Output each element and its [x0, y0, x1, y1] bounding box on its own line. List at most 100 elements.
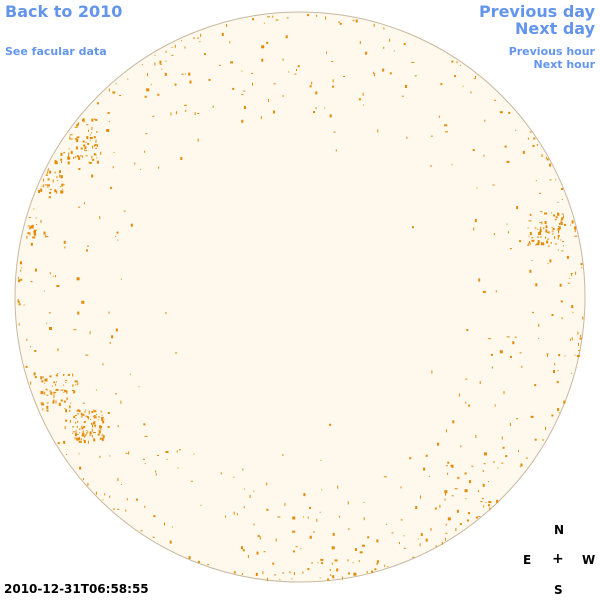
facular-point	[543, 243, 545, 245]
previous-day-link[interactable]: Previous day	[478, 2, 595, 21]
facular-point	[525, 457, 528, 459]
facular-point	[86, 249, 88, 252]
facular-point	[70, 150, 73, 154]
facular-point	[576, 354, 580, 357]
facular-point	[97, 419, 99, 421]
facular-point	[64, 408, 66, 409]
facular-point	[556, 381, 559, 383]
facular-point	[496, 499, 499, 503]
facular-point	[17, 299, 19, 302]
facular-point	[93, 136, 96, 139]
facular-point	[571, 273, 573, 277]
facular-point	[49, 375, 52, 378]
facular-point	[332, 85, 335, 88]
facular-point	[251, 72, 254, 74]
facular-point	[456, 509, 459, 513]
facular-point	[554, 219, 557, 221]
facular-point	[363, 104, 364, 106]
facular-point	[18, 279, 21, 283]
facular-point	[293, 550, 295, 553]
facular-point	[473, 227, 475, 231]
facular-point	[338, 21, 340, 24]
facular-point	[409, 457, 412, 460]
facular-point	[85, 354, 89, 356]
facular-point	[30, 381, 32, 385]
facular-point	[580, 334, 582, 337]
facular-point	[114, 393, 117, 395]
facular-point	[286, 17, 289, 19]
next-hour-link[interactable]: Next hour	[533, 58, 596, 71]
previous-hour-link[interactable]: Previous hour	[508, 45, 595, 58]
facular-point	[475, 75, 476, 79]
see-facular-data-link[interactable]: See facular data	[5, 45, 107, 58]
facular-point	[337, 485, 339, 489]
facular-point	[110, 186, 113, 189]
facular-point	[112, 166, 114, 169]
facular-point	[140, 530, 143, 532]
facular-point	[60, 399, 63, 402]
facular-point	[113, 508, 115, 510]
facular-point	[229, 41, 231, 44]
facular-point	[425, 538, 428, 542]
facular-point	[514, 336, 517, 338]
facular-point	[197, 560, 200, 563]
facular-point	[462, 85, 464, 87]
facular-point	[249, 495, 251, 498]
facular-point	[152, 536, 155, 538]
facular-point	[529, 213, 531, 216]
facular-point	[478, 278, 481, 282]
facular-point	[445, 429, 447, 433]
facular-point	[564, 223, 566, 226]
facular-point	[333, 131, 336, 133]
facular-point	[527, 244, 529, 246]
facular-point	[94, 410, 97, 413]
facular-point	[184, 46, 186, 49]
facular-point	[82, 432, 85, 435]
facular-point	[445, 523, 447, 526]
facular-point	[578, 350, 580, 351]
facular-point	[230, 61, 234, 64]
back-to-year-link[interactable]: Back to 2010	[5, 2, 123, 21]
facular-point	[284, 502, 286, 506]
facular-point	[374, 568, 377, 571]
facular-point	[503, 391, 505, 395]
facular-point	[86, 432, 88, 435]
facular-point	[85, 141, 87, 143]
facular-point	[94, 424, 96, 428]
facular-point	[256, 551, 259, 555]
facular-point	[123, 210, 126, 212]
facular-point	[61, 184, 64, 187]
facular-point	[76, 433, 79, 435]
facular-point	[554, 363, 556, 366]
facular-point	[69, 405, 71, 408]
facular-point	[158, 166, 160, 169]
facular-point	[535, 180, 537, 182]
facular-point	[343, 76, 346, 77]
facular-point	[557, 226, 559, 227]
facular-point	[389, 72, 392, 75]
facular-point	[99, 437, 102, 440]
facular-point	[72, 426, 74, 428]
facular-point	[73, 415, 76, 418]
facular-point	[487, 338, 491, 340]
facular-point	[540, 211, 543, 213]
facular-point	[263, 22, 265, 24]
facular-point	[84, 146, 87, 150]
facular-point	[79, 432, 81, 434]
facular-point	[90, 418, 91, 420]
facular-point	[549, 163, 552, 167]
next-day-link[interactable]: Next day	[515, 19, 595, 38]
facular-point	[460, 445, 462, 448]
facular-point	[423, 467, 426, 471]
facular-point	[572, 311, 574, 313]
facular-point	[334, 559, 338, 562]
facular-point	[551, 314, 554, 316]
facular-point	[465, 378, 468, 380]
facular-point	[59, 174, 61, 178]
facular-point	[320, 558, 324, 561]
facular-point	[179, 449, 181, 451]
facular-point	[69, 419, 71, 423]
facular-point	[317, 562, 319, 564]
facular-point	[267, 577, 268, 581]
facular-point	[74, 437, 76, 440]
